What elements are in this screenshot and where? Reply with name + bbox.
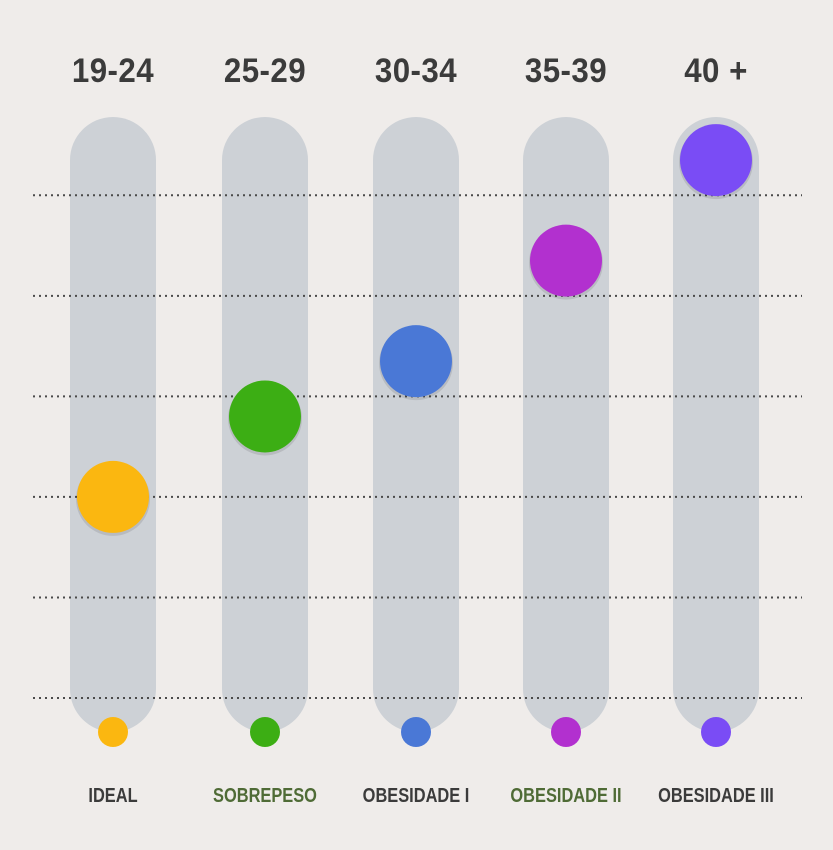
category-label: SOBREPESO	[213, 785, 317, 807]
marks-layer	[76, 124, 753, 747]
range-label: 25-29	[223, 52, 307, 90]
range-label: 19-24	[71, 52, 155, 90]
range-label: 35-39	[524, 52, 608, 90]
value-marker	[530, 224, 602, 297]
value-marker	[380, 325, 452, 398]
range-label: 40 +	[684, 52, 748, 90]
value-marker	[77, 460, 149, 533]
category-dot	[98, 717, 128, 747]
category-dot	[250, 717, 280, 747]
range-label: 30-34	[374, 52, 458, 90]
track-bar	[70, 117, 156, 732]
category-label: OBESIDADE I	[362, 785, 470, 807]
category-label: IDEAL	[88, 785, 138, 807]
value-marker	[680, 124, 752, 197]
value-marker	[229, 380, 301, 453]
category-dot	[401, 717, 431, 747]
category-label: OBESIDADE III	[658, 785, 774, 807]
category-dot	[701, 717, 731, 747]
category-label: OBESIDADE II	[510, 785, 622, 807]
category-dot	[551, 717, 581, 747]
